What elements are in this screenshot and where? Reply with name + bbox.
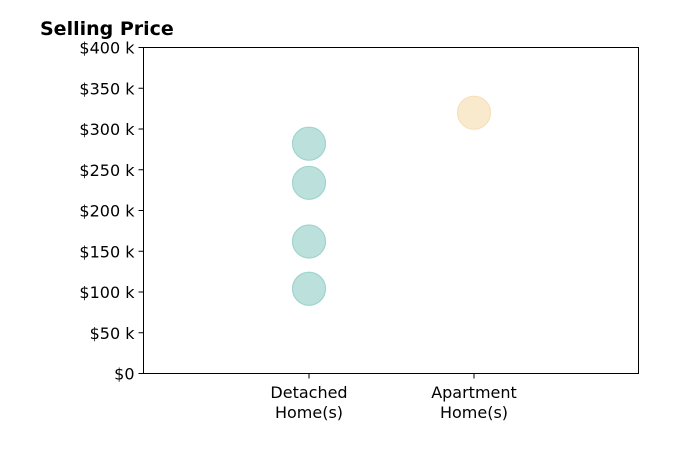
y-tick-label: $150 k — [79, 242, 135, 261]
y-tick-label: $300 k — [79, 120, 135, 139]
chart-title: Selling Price — [40, 18, 174, 40]
x-axis: Detached Home(s) Apartment Home(s) — [270, 373, 517, 422]
x-tick-label: Apartment Home(s) — [431, 383, 517, 422]
data-points — [291, 95, 492, 306]
y-tick-label: $250 k — [79, 161, 135, 180]
data-point — [291, 165, 327, 200]
data-point — [456, 95, 492, 130]
data-point — [291, 126, 327, 161]
y-tick-label: $0 — [114, 365, 134, 384]
y-tick-label: $350 k — [79, 79, 135, 98]
data-point — [291, 271, 327, 306]
plot-frame — [143, 47, 639, 374]
y-tick-label: $200 k — [79, 202, 135, 221]
y-tick-label: $400 k — [79, 39, 135, 58]
x-tick-label: Detached Home(s) — [270, 383, 347, 422]
y-tick-label: $50 k — [90, 324, 136, 343]
y-tick-label: $100 k — [79, 283, 135, 302]
data-point — [291, 224, 327, 259]
y-axis: $0 $50 k $100 k $150 k $200 k $250 k $300 k $35… — [79, 39, 144, 384]
